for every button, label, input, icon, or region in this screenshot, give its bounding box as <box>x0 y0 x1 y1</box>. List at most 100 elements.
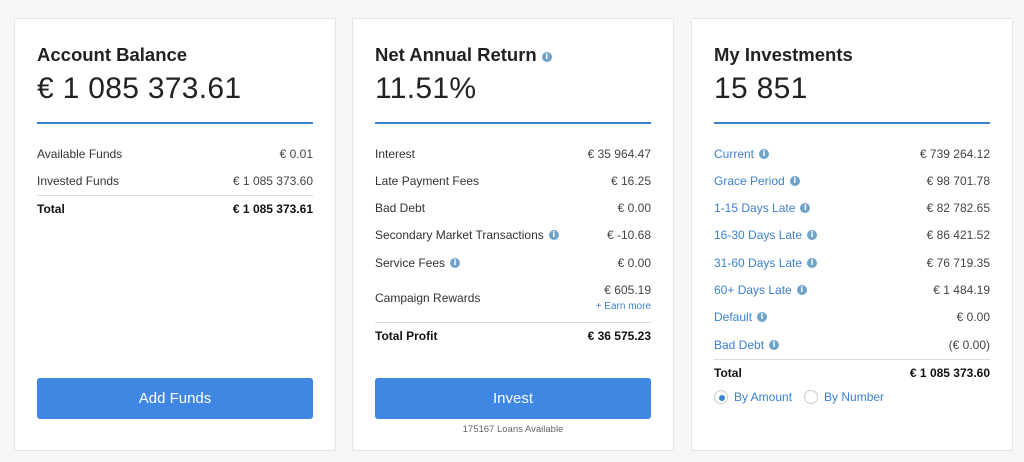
row-value: € 1 085 373.60 <box>232 174 313 188</box>
account-balance-card: Account Balance € 1 085 373.61 Available… <box>14 18 336 451</box>
row-value: € 0.00 <box>617 256 651 270</box>
my-investments-title: My Investments <box>714 44 853 65</box>
info-icon[interactable]: i <box>450 258 461 268</box>
row-label: Invested Funds <box>37 174 120 188</box>
total-row: Total € 1 085 373.60 <box>714 363 990 383</box>
row-label[interactable]: 31-60 Days Late i <box>714 256 818 270</box>
total-row: Total € 1 085 373.61 <box>37 199 313 219</box>
divider <box>714 122 990 124</box>
row-value: € -10.68 <box>606 228 651 242</box>
title-text: Net Annual Return <box>375 44 537 65</box>
available-funds-row: Available Funds € 0.01 <box>37 144 313 164</box>
row-value: € 86 421.52 <box>926 228 990 242</box>
by-amount-radio[interactable]: By Amount <box>714 390 792 404</box>
interest-row: Interest € 35 964.47 <box>375 144 651 164</box>
radio-selected-icon[interactable] <box>714 390 728 404</box>
add-funds-button[interactable]: Add Funds <box>37 378 313 419</box>
net-annual-return-card: Net Annual Return i 11.51% Interest € 35 … <box>352 18 674 451</box>
label-text[interactable]: 60+ Days Late <box>714 283 792 297</box>
row-value: (€ 0.00) <box>948 338 990 352</box>
label-text[interactable]: Bad Debt <box>714 338 765 352</box>
total-value: € 1 085 373.60 <box>909 366 990 380</box>
row-value: € 35 964.47 <box>587 147 651 161</box>
total-value: € 36 575.23 <box>587 329 651 343</box>
days-late-16-30-row[interactable]: 16-30 Days Late i € 86 421.52 <box>714 225 990 245</box>
total-label: Total <box>714 366 742 380</box>
row-value: € 739 264.12 <box>919 147 990 161</box>
campaign-rewards-value-row: € 605.19 <box>375 280 651 300</box>
row-value: € 82 782.65 <box>926 201 990 215</box>
invested-funds-row: Invested Funds € 1 085 373.60 <box>37 171 313 191</box>
my-investments-amount: 15 851 <box>714 72 808 105</box>
net-annual-return-title: Net Annual Return i <box>375 44 552 66</box>
earn-more-link[interactable]: + Earn more <box>595 301 651 312</box>
account-balance-title: Account Balance <box>37 44 188 65</box>
total-label: Total <box>37 202 65 216</box>
row-label[interactable]: Grace Period i <box>714 174 800 188</box>
row-value: € 1 484.19 <box>933 283 990 297</box>
info-icon[interactable]: i <box>807 258 818 268</box>
row-label: Available Funds <box>37 147 123 161</box>
by-number-radio[interactable]: By Number <box>804 390 884 404</box>
label-text[interactable]: 1-15 Days Late <box>714 201 796 215</box>
divider <box>714 359 990 360</box>
label-text: Service Fees <box>375 256 446 270</box>
service-fees-row: Service Fees i € 0.00 <box>375 253 651 273</box>
row-label[interactable]: Default i <box>714 310 768 324</box>
row-value: € 605.19 <box>604 283 651 297</box>
row-value: € 0.00 <box>956 310 990 324</box>
label-text[interactable]: 16-30 Days Late <box>714 228 803 242</box>
row-label: Interest <box>375 147 416 161</box>
row-value: € 0.00 <box>617 201 651 215</box>
account-balance-amount: € 1 085 373.61 <box>37 72 242 105</box>
info-icon[interactable]: i <box>796 285 807 295</box>
info-icon[interactable]: i <box>800 203 811 213</box>
label-text: Secondary Market Transactions <box>375 228 544 242</box>
info-icon[interactable]: i <box>757 312 768 322</box>
total-profit-row: Total Profit € 36 575.23 <box>375 326 651 346</box>
days-late-60-plus-row[interactable]: 60+ Days Late i € 1 484.19 <box>714 280 990 300</box>
row-label[interactable]: 16-30 Days Late i <box>714 228 818 242</box>
row-label: Bad Debt <box>375 201 426 215</box>
info-icon[interactable]: i <box>548 230 559 240</box>
days-late-31-60-row[interactable]: 31-60 Days Late i € 76 719.35 <box>714 253 990 273</box>
label-text[interactable]: Default <box>714 310 753 324</box>
secondary-market-row: Secondary Market Transactions i € -10.68 <box>375 225 651 245</box>
info-icon[interactable]: i <box>541 52 552 62</box>
row-label[interactable]: Current i <box>714 147 770 161</box>
row-value: € 76 719.35 <box>926 256 990 270</box>
radio-unselected-icon[interactable] <box>804 390 819 404</box>
info-icon[interactable]: i <box>769 340 780 350</box>
divider <box>375 122 651 124</box>
row-label: Service Fees i <box>375 256 461 270</box>
label-text[interactable]: Current <box>714 147 755 161</box>
row-label[interactable]: 60+ Days Late i <box>714 283 807 297</box>
row-label[interactable]: 1-15 Days Late i <box>714 201 811 215</box>
current-row[interactable]: Current i € 739 264.12 <box>714 144 990 164</box>
info-icon[interactable]: i <box>807 230 818 240</box>
invest-button[interactable]: Invest <box>375 378 651 419</box>
total-label: Total Profit <box>375 329 438 343</box>
row-label: Secondary Market Transactions i <box>375 228 559 242</box>
label-text[interactable]: 31-60 Days Late <box>714 256 803 270</box>
radio-label[interactable]: By Amount <box>734 390 793 404</box>
total-value: € 1 085 373.61 <box>232 202 313 216</box>
loans-available-text: 175167 Loans Available <box>462 424 564 435</box>
row-value: € 16.25 <box>610 174 651 188</box>
row-label[interactable]: Bad Debt i <box>714 338 780 352</box>
row-value: € 98 701.78 <box>926 174 990 188</box>
info-icon[interactable]: i <box>759 149 770 159</box>
radio-label[interactable]: By Number <box>824 390 885 404</box>
grace-period-row[interactable]: Grace Period i € 98 701.78 <box>714 171 990 191</box>
row-label: Late Payment Fees <box>375 174 480 188</box>
net-annual-return-amount: 11.51% <box>375 72 477 105</box>
label-text[interactable]: Grace Period <box>714 174 785 188</box>
days-late-1-15-row[interactable]: 1-15 Days Late i € 82 782.65 <box>714 198 990 218</box>
info-icon[interactable]: i <box>789 176 800 186</box>
bad-debt-row[interactable]: Bad Debt i (€ 0.00) <box>714 335 990 355</box>
my-investments-card: My Investments 15 851 Current i € 739 264… <box>691 18 1013 451</box>
default-row[interactable]: Default i € 0.00 <box>714 307 990 327</box>
divider <box>375 322 651 323</box>
bad-debt-row: Bad Debt € 0.00 <box>375 198 651 218</box>
late-payment-fees-row: Late Payment Fees € 16.25 <box>375 171 651 191</box>
